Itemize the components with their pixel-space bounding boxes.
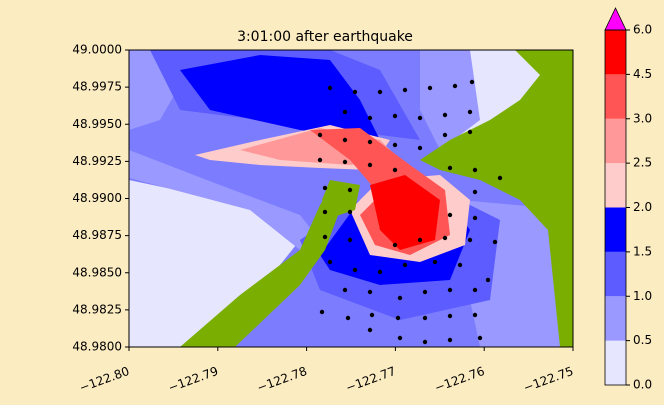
colorbar-extend: [604, 7, 627, 31]
colorbar-tick-label: 0.5: [633, 333, 652, 347]
colorbar-band: [605, 163, 626, 208]
colorbar-band: [605, 251, 626, 297]
y-tick-label: 48.9900: [72, 191, 122, 205]
y-tick-label: 48.9950: [72, 117, 122, 131]
colorbar-tick-label: 2.0: [633, 200, 652, 214]
y-tick-label: 49.0000: [72, 43, 122, 57]
x-tick-label: −122.78: [255, 364, 309, 395]
colorbar-tick-label: 1.0: [633, 289, 652, 303]
colorbar-band: [605, 340, 626, 385]
colorbar-tick-label: 2.5: [633, 156, 652, 170]
x-tick-label: −122.79: [166, 364, 220, 395]
x-tick-label: −122.77: [344, 364, 398, 395]
colorbar-band: [605, 118, 626, 164]
chart-title: 3:01:00 after earthquake: [237, 29, 413, 45]
y-tick-label: 48.9825: [72, 302, 122, 316]
colorbar-tick-label: 4.5: [633, 67, 652, 81]
colorbar-tick-label: 6.0: [633, 23, 652, 37]
y-tick-label: 48.9800: [72, 340, 122, 354]
colorbar-band: [605, 296, 626, 341]
y-tick-label: 48.9925: [72, 154, 122, 168]
x-tick-label: −122.76: [433, 364, 487, 395]
colorbar-band: [605, 207, 626, 252]
markers: [317, 79, 503, 345]
colorbar-tick-label: 0.0: [633, 378, 652, 392]
x-tick-label: −122.75: [522, 364, 576, 395]
y-tick-label: 48.9850: [72, 265, 122, 279]
colorbar-band: [605, 30, 626, 75]
colorbar-band: [605, 74, 626, 119]
y-tick-label: 48.9975: [72, 80, 122, 94]
x-tick-label: −122.80: [78, 364, 132, 395]
colorbar-tick-label: 1.5: [633, 244, 652, 258]
map-field: [129, 50, 573, 347]
y-tick-label: 48.9875: [72, 228, 122, 242]
colorbar-tick-label: 3.0: [633, 111, 652, 125]
